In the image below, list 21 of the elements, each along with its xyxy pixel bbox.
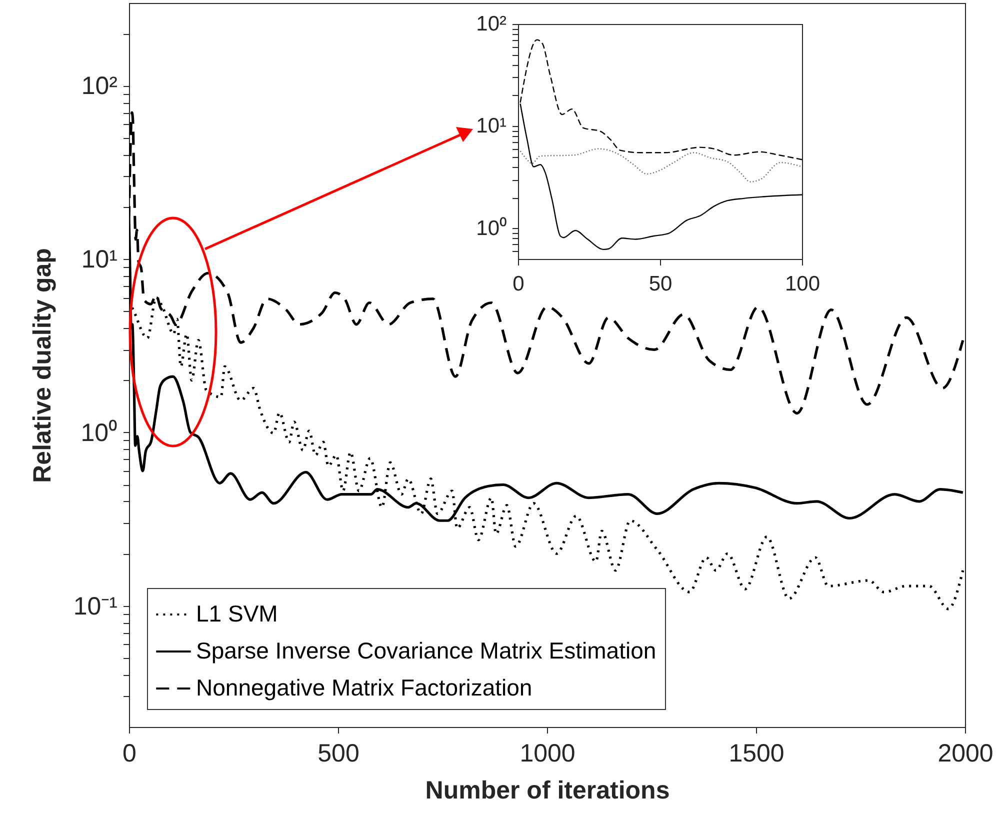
y-tick-label: 10⁻¹	[73, 592, 118, 620]
legend-label: Sparse Inverse Covariance Matrix Estimation	[196, 638, 656, 664]
legend-label: L1 SVM	[196, 600, 278, 626]
y-tick-label: 10²	[476, 12, 506, 36]
x-tick-label: 2000	[938, 740, 994, 768]
y-tick-label: 10¹	[81, 246, 118, 274]
x-tick-label: 500	[318, 740, 360, 768]
x-axis-title: Number of iterations	[425, 776, 670, 804]
legend-label: Nonnegative Matrix Factorization	[196, 674, 532, 700]
x-tick-label: 1000	[520, 740, 576, 768]
x-tick-label: 1500	[728, 740, 784, 768]
x-tick-label: 0	[512, 272, 524, 296]
y-tick-label: 10²	[81, 72, 118, 100]
y-axis-title: Relative duality gap	[28, 248, 56, 483]
y-tick-label: 10⁰	[476, 216, 506, 240]
y-tick-label: 10¹	[476, 114, 506, 138]
line-series	[520, 148, 802, 182]
x-tick-label: 100	[784, 272, 820, 296]
x-tick-label: 50	[648, 272, 672, 296]
y-tick-label: 10⁰	[80, 418, 118, 447]
x-tick-label: 0	[122, 740, 136, 768]
